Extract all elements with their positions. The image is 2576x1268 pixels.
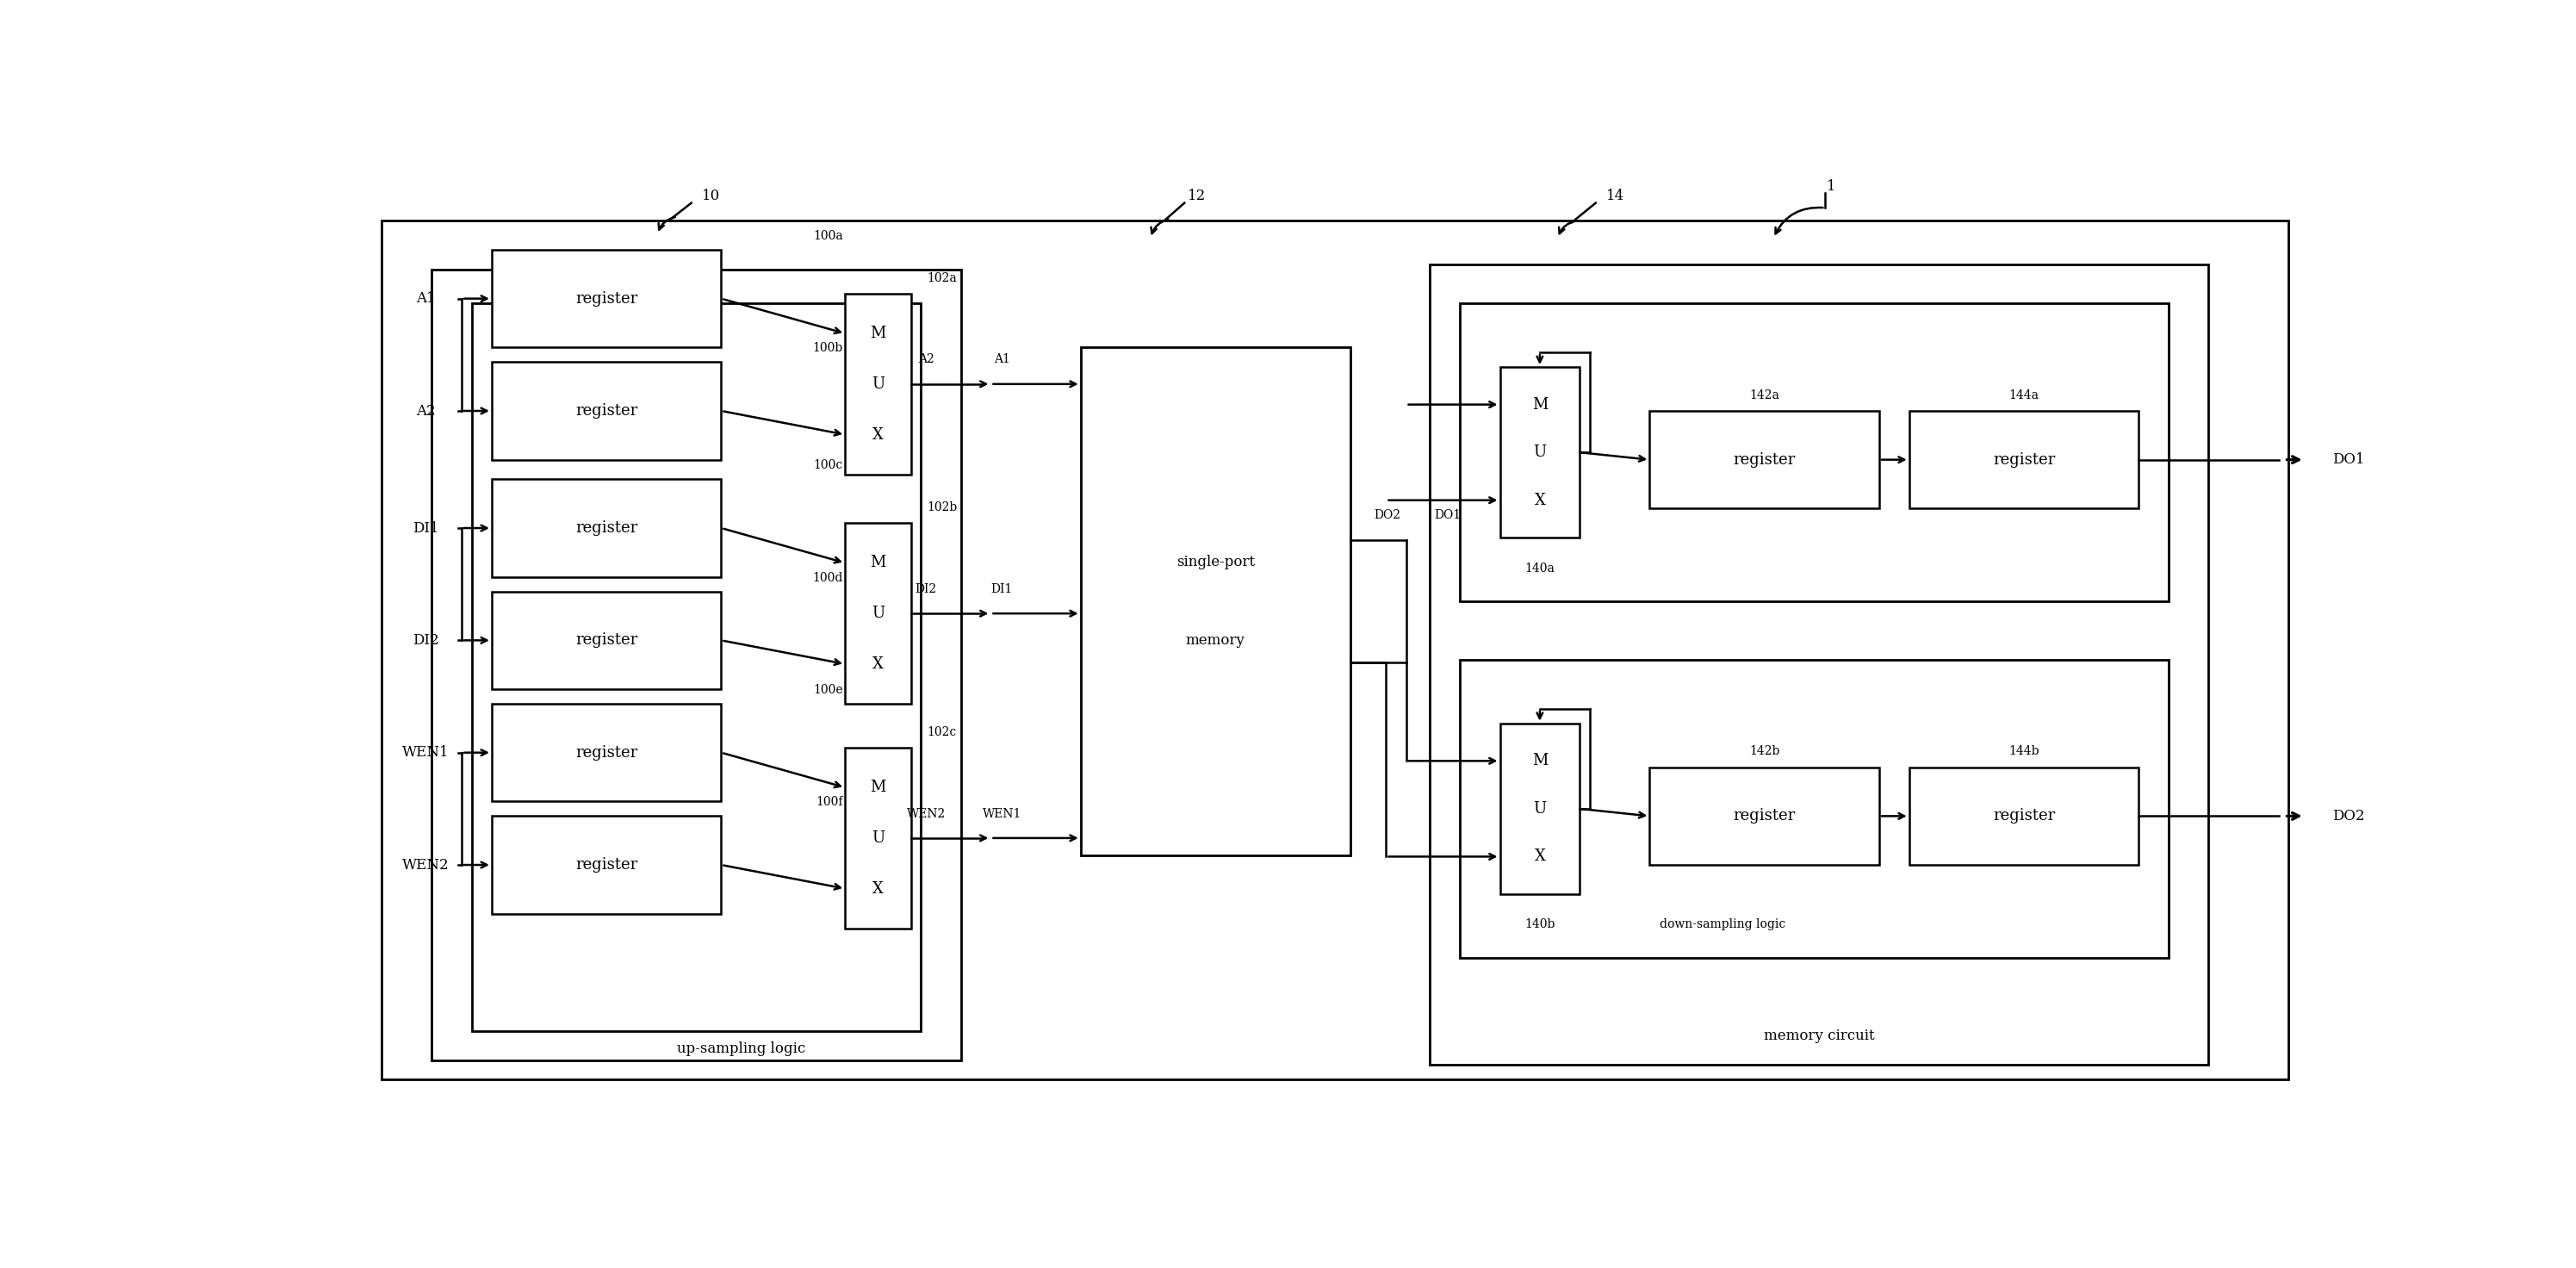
Text: WEN2: WEN2 bbox=[907, 808, 945, 819]
Bar bbox=[1461, 659, 2169, 957]
Bar bbox=[1649, 411, 1878, 508]
Text: register: register bbox=[1734, 808, 1795, 824]
Text: 1: 1 bbox=[1826, 179, 1837, 194]
Bar bbox=[492, 250, 721, 347]
Text: X: X bbox=[1535, 848, 1546, 865]
Text: 10: 10 bbox=[703, 189, 721, 203]
Bar bbox=[381, 221, 2287, 1080]
Bar bbox=[1649, 767, 1878, 865]
Text: U: U bbox=[871, 377, 884, 392]
Text: 12: 12 bbox=[1188, 189, 1206, 203]
Text: X: X bbox=[873, 657, 884, 672]
Bar bbox=[1499, 366, 1579, 538]
Text: memory circuit: memory circuit bbox=[1765, 1028, 1875, 1044]
Text: register: register bbox=[574, 520, 639, 536]
Bar bbox=[1082, 347, 1350, 855]
Text: 144a: 144a bbox=[2009, 389, 2040, 401]
Text: 142a: 142a bbox=[1749, 389, 1780, 401]
Text: register: register bbox=[574, 290, 639, 307]
Text: 100f: 100f bbox=[817, 796, 842, 808]
Bar bbox=[471, 303, 922, 1031]
Text: DI2: DI2 bbox=[412, 633, 438, 648]
Bar bbox=[1499, 723, 1579, 894]
Text: register: register bbox=[1994, 451, 2056, 468]
Text: 100b: 100b bbox=[811, 342, 842, 354]
Text: M: M bbox=[871, 326, 886, 341]
Text: A1: A1 bbox=[994, 354, 1010, 365]
Text: DI1: DI1 bbox=[412, 521, 438, 535]
Text: register: register bbox=[574, 857, 639, 872]
Bar bbox=[1909, 411, 2138, 508]
Text: DO1: DO1 bbox=[1435, 508, 1461, 521]
Bar bbox=[433, 269, 961, 1060]
Text: A1: A1 bbox=[417, 292, 435, 306]
Bar bbox=[1461, 303, 2169, 601]
Text: single-port: single-port bbox=[1177, 555, 1255, 569]
Text: register: register bbox=[574, 403, 639, 418]
Text: 100a: 100a bbox=[814, 230, 842, 242]
Text: X: X bbox=[873, 881, 884, 896]
Text: 14: 14 bbox=[1607, 189, 1625, 203]
Text: up-sampling logic: up-sampling logic bbox=[677, 1041, 806, 1056]
Text: M: M bbox=[1533, 753, 1548, 768]
Text: memory: memory bbox=[1185, 633, 1244, 648]
Bar bbox=[492, 704, 721, 801]
Text: X: X bbox=[873, 427, 884, 443]
Text: U: U bbox=[871, 606, 884, 621]
Text: X: X bbox=[1535, 492, 1546, 508]
Text: 140b: 140b bbox=[1525, 918, 1556, 931]
Bar bbox=[845, 748, 912, 928]
Text: 102c: 102c bbox=[927, 725, 956, 738]
Text: M: M bbox=[1533, 397, 1548, 412]
Bar bbox=[492, 363, 721, 460]
Text: U: U bbox=[1533, 445, 1546, 460]
Text: 144b: 144b bbox=[2009, 746, 2040, 757]
Bar bbox=[492, 479, 721, 577]
Text: 140a: 140a bbox=[1525, 562, 1556, 574]
Bar bbox=[1430, 265, 2208, 1065]
Text: WEN1: WEN1 bbox=[402, 746, 448, 760]
Text: A2: A2 bbox=[917, 354, 935, 365]
Text: WEN2: WEN2 bbox=[402, 857, 448, 872]
Bar bbox=[1909, 767, 2138, 865]
Text: register: register bbox=[1994, 808, 2056, 824]
Text: 102b: 102b bbox=[927, 501, 958, 514]
Bar bbox=[845, 294, 912, 474]
Text: A2: A2 bbox=[417, 403, 435, 418]
Text: DO2: DO2 bbox=[2331, 809, 2365, 823]
Text: 100d: 100d bbox=[811, 572, 842, 583]
Bar bbox=[492, 591, 721, 690]
Text: register: register bbox=[1734, 451, 1795, 468]
Text: M: M bbox=[871, 555, 886, 571]
Text: DO2: DO2 bbox=[1373, 508, 1401, 521]
Text: 100e: 100e bbox=[814, 683, 842, 696]
Text: down-sampling logic: down-sampling logic bbox=[1659, 918, 1785, 931]
Text: 100c: 100c bbox=[814, 459, 842, 472]
Text: 102a: 102a bbox=[927, 271, 956, 284]
Text: DO1: DO1 bbox=[2331, 453, 2365, 467]
Text: DI1: DI1 bbox=[992, 583, 1012, 595]
Text: M: M bbox=[871, 780, 886, 795]
Bar bbox=[492, 817, 721, 914]
Bar bbox=[845, 524, 912, 704]
Text: register: register bbox=[574, 744, 639, 761]
Text: U: U bbox=[871, 831, 884, 846]
Text: U: U bbox=[1533, 801, 1546, 817]
Text: WEN1: WEN1 bbox=[981, 808, 1020, 819]
Text: 142b: 142b bbox=[1749, 746, 1780, 757]
Text: register: register bbox=[574, 633, 639, 648]
Text: DI2: DI2 bbox=[914, 583, 938, 595]
